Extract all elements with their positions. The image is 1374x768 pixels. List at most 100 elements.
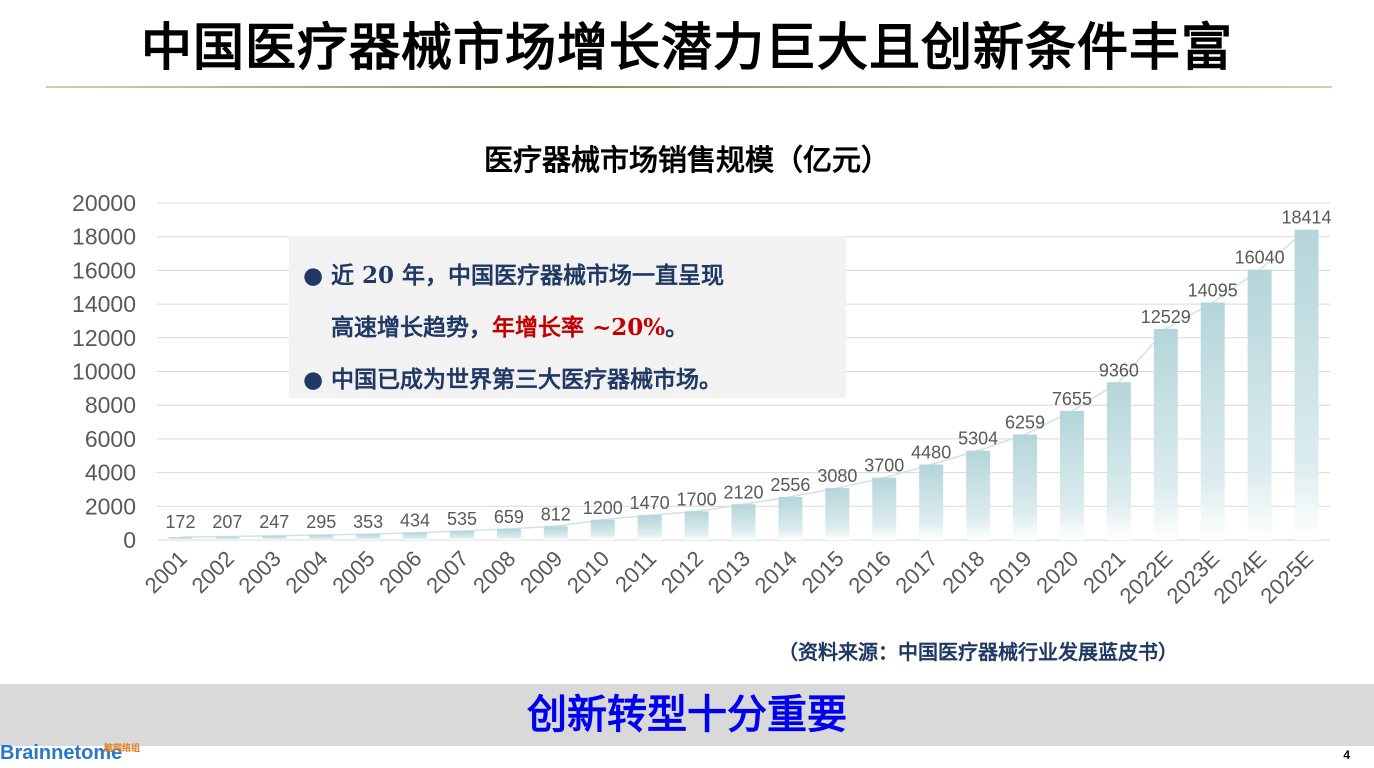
y-tick-label: 10000 <box>72 359 136 385</box>
page-title: 中国医疗器械市场增长潜力巨大且创新条件丰富 <box>140 19 1233 78</box>
chart-title: 医疗器械市场销售规模（亿元） <box>483 143 890 177</box>
bar <box>1059 411 1084 540</box>
x-tick-label: 2003 <box>234 546 286 598</box>
bar <box>637 515 662 540</box>
x-tick-label: 2012 <box>656 546 708 598</box>
bar <box>684 511 709 540</box>
data-label: 172 <box>165 512 195 532</box>
x-tick-label: 2005 <box>327 546 379 598</box>
key-points-callout: ● 近 20 年，中国医疗器械市场一直呈现 高速增长趋势，年增长率 ~20%。 ●… <box>289 236 846 398</box>
y-tick-label: 2000 <box>85 493 136 519</box>
x-tick-label: 2006 <box>374 546 426 598</box>
bar <box>543 526 568 540</box>
y-tick-label: 6000 <box>85 426 136 452</box>
footer-message: 创新转型十分重要 <box>527 692 847 738</box>
data-label: 12529 <box>1141 307 1191 327</box>
growth-rate-highlight: 年增长率 ~20% <box>492 314 666 341</box>
bar <box>1013 434 1038 540</box>
bar <box>919 464 944 540</box>
bullet-dot-icon: ● <box>303 366 324 393</box>
x-tick-label: 2022E <box>1115 546 1178 609</box>
title-divider <box>46 86 1332 88</box>
data-label: 659 <box>494 507 524 527</box>
data-label: 5304 <box>958 429 998 449</box>
page-number: 4 <box>1343 748 1350 762</box>
bar <box>1106 382 1131 540</box>
footer-banner: 创新转型十分重要 <box>0 684 1374 746</box>
x-tick-label: 2019 <box>984 546 1036 598</box>
data-label: 14095 <box>1188 280 1238 300</box>
bar <box>1153 328 1178 540</box>
bar <box>1247 269 1272 540</box>
bar <box>731 504 756 540</box>
bar <box>356 534 381 540</box>
x-tick-label: 2016 <box>844 546 896 598</box>
data-label: 3700 <box>864 456 904 476</box>
y-tick-label: 18000 <box>72 224 136 250</box>
data-label: 353 <box>353 512 383 532</box>
brainnetome-logo-cn: 脑网络组 <box>104 743 141 753</box>
bullet-third-largest: ● 中国已成为世界第三大医疗器械市场。 <box>303 366 722 393</box>
y-tick-label: 14000 <box>72 291 136 317</box>
data-label: 207 <box>212 512 242 532</box>
bar <box>778 496 803 540</box>
source-note: （资料来源：中国医疗器械行业发展蓝皮书） <box>778 640 1178 664</box>
bar <box>966 450 991 540</box>
bar <box>168 537 193 540</box>
data-label: 535 <box>447 509 477 529</box>
bar <box>262 535 287 540</box>
x-tick-label: 2010 <box>562 546 614 598</box>
data-label: 9360 <box>1099 360 1139 380</box>
bar <box>825 488 850 540</box>
y-tick-label: 0 <box>123 527 136 553</box>
bar <box>309 535 334 540</box>
bar <box>872 477 897 540</box>
data-label: 7655 <box>1052 389 1092 409</box>
bar <box>496 528 521 540</box>
x-tick-label: 2014 <box>750 546 802 598</box>
bar <box>590 519 615 540</box>
data-label: 16040 <box>1235 248 1285 268</box>
data-label: 1200 <box>583 498 623 518</box>
x-tick-label: 2011 <box>610 546 661 597</box>
x-tick-label: 2001 <box>140 546 192 598</box>
y-tick-label: 16000 <box>72 257 136 283</box>
x-tick-label: 2013 <box>703 546 755 598</box>
y-tick-label: 4000 <box>85 460 136 486</box>
bullet-growth-line1: ● 近 20 年，中国医疗器械市场一直呈现 <box>303 262 725 289</box>
brainnetome-logo: Brainnetome <box>0 742 123 764</box>
data-label: 247 <box>259 512 289 532</box>
x-tick-label: 2002 <box>187 546 239 598</box>
data-label: 434 <box>400 511 430 531</box>
x-tick-label: 2004 <box>280 546 332 598</box>
bar <box>1200 302 1225 540</box>
x-tick-label: 2007 <box>421 546 473 598</box>
data-label: 2556 <box>770 475 810 495</box>
data-label: 4480 <box>911 443 951 463</box>
x-tick-label: 2015 <box>797 546 849 598</box>
y-tick-label: 20000 <box>72 190 136 216</box>
data-label: 6259 <box>1005 413 1045 433</box>
bullet-dot-icon: ● <box>303 262 324 289</box>
data-label: 2120 <box>723 482 763 502</box>
x-tick-label: 2025E <box>1255 546 1318 609</box>
data-label: 18414 <box>1282 208 1332 228</box>
y-tick-label: 8000 <box>85 392 136 418</box>
x-tick-label: 2009 <box>515 546 567 598</box>
data-label: 3080 <box>817 466 857 486</box>
bar <box>215 536 240 540</box>
data-label: 812 <box>541 504 571 524</box>
data-label: 295 <box>306 512 336 532</box>
bar <box>1294 229 1319 540</box>
bar <box>403 532 428 540</box>
x-tick-label: 2017 <box>890 546 942 598</box>
y-tick-label: 12000 <box>72 325 136 351</box>
x-tick-label: 2018 <box>937 546 989 598</box>
bullet-growth-line2: 高速增长趋势，年增长率 ~20%。 <box>331 314 689 341</box>
data-label: 1700 <box>677 489 717 509</box>
data-label: 1470 <box>630 493 670 513</box>
x-tick-label: 2020 <box>1031 546 1083 598</box>
bar <box>449 530 474 540</box>
x-tick-label: 2008 <box>468 546 520 598</box>
x-tick-label: 2024E <box>1208 546 1271 609</box>
